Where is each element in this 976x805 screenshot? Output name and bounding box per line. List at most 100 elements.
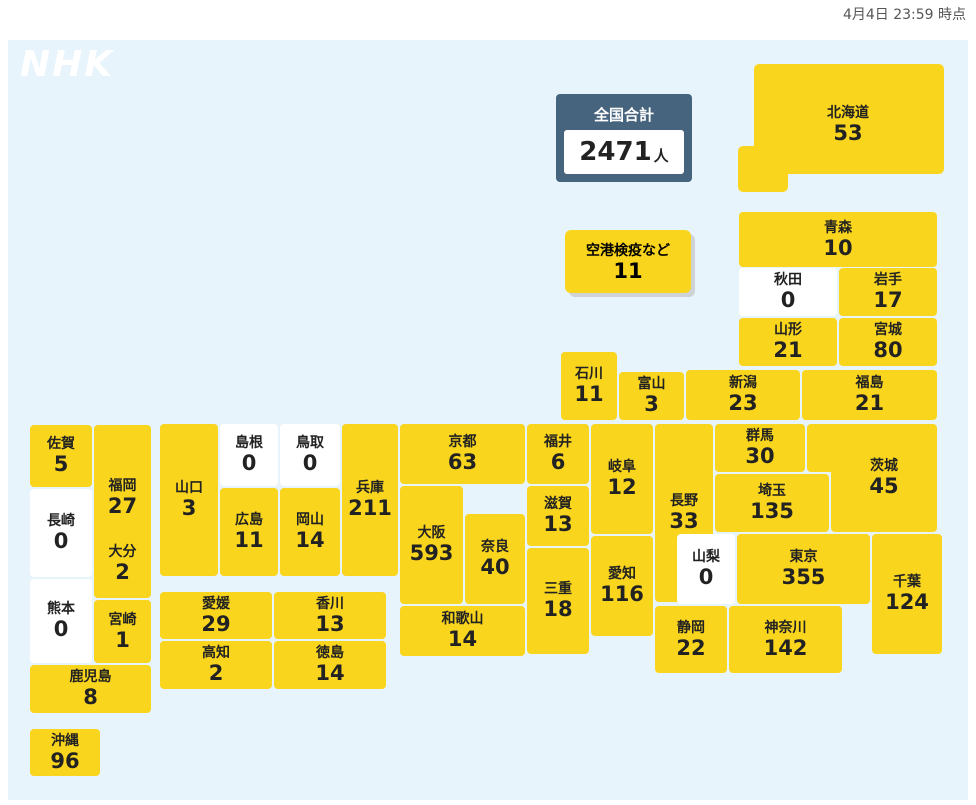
prefecture-tile[interactable]: 広島 11: [220, 488, 278, 576]
prefecture-count: 2: [115, 560, 130, 584]
prefecture-name: 愛媛: [202, 595, 230, 612]
prefecture-tile[interactable]: 岩手 17: [839, 268, 937, 316]
prefecture-name: 山形: [774, 322, 802, 338]
prefecture-tile[interactable]: 青森 10: [739, 212, 937, 267]
prefecture-tile[interactable]: 大阪 593: [400, 486, 463, 604]
prefecture-name: 鹿児島: [69, 669, 112, 685]
prefecture-name: 秋田: [774, 272, 802, 288]
prefecture-tile[interactable]: 熊本 0: [30, 579, 92, 663]
prefecture-tile[interactable]: 岡山 14: [280, 488, 340, 576]
prefecture-tile[interactable]: 秋田 0: [739, 268, 837, 316]
prefecture-count: 2: [208, 661, 224, 685]
prefecture-name: 広島: [235, 512, 263, 528]
prefecture-name: 青森: [824, 219, 852, 236]
prefecture-count: 6: [550, 450, 566, 474]
prefecture-tile[interactable]: 富山 3: [619, 372, 684, 420]
prefecture-name: 長崎: [47, 513, 75, 529]
prefecture-count: 30: [745, 444, 775, 468]
prefecture-name: 奈良: [481, 539, 509, 555]
prefecture-name: 山梨: [692, 549, 720, 565]
prefecture-tile[interactable]: 東京 355: [737, 534, 870, 604]
timestamp: 4月4日 23:59 時点: [842, 7, 966, 23]
prefecture-tile[interactable]: 山梨 0: [677, 534, 735, 604]
prefecture-count: 0: [53, 529, 69, 553]
prefecture-tile[interactable]: 愛知 116: [591, 536, 653, 636]
prefecture-count: 0: [53, 617, 69, 641]
prefecture-count: 3: [181, 496, 197, 520]
prefecture-tile[interactable]: 山口 3: [160, 424, 218, 576]
prefecture-tile[interactable]: 福島 21: [802, 370, 937, 420]
national-total-box: 2471 人: [564, 130, 684, 174]
prefecture-count: 0: [302, 451, 318, 475]
prefecture-name: 和歌山: [441, 611, 484, 627]
prefecture-tile[interactable]: 山形 21: [739, 318, 837, 366]
prefecture-tile[interactable]: 宮城 80: [839, 318, 937, 366]
prefecture-tile[interactable]: 京都 63: [400, 424, 525, 484]
prefecture-tile[interactable]: 宮崎 1: [94, 600, 151, 663]
prefecture-tile[interactable]: 鳥取 0: [280, 424, 340, 486]
prefecture-tile[interactable]: 北海道 53: [758, 70, 938, 180]
prefecture-name: 群馬: [746, 428, 774, 444]
prefecture-count: 1: [115, 627, 130, 652]
prefecture-name: 大阪: [417, 525, 446, 541]
prefecture-tile[interactable]: 兵庫 211: [342, 424, 398, 576]
airport-quarantine-name: 空港検疫など: [586, 243, 670, 259]
prefecture-name: 北海道: [827, 105, 869, 121]
prefecture-tile[interactable]: 大分 2: [94, 530, 151, 598]
prefecture-name: 京都: [448, 434, 477, 450]
prefecture-name: 三重: [544, 581, 572, 597]
prefecture-tile[interactable]: 三重 18: [527, 548, 589, 654]
prefecture-tile[interactable]: 茨城 45: [831, 424, 937, 532]
prefecture-name: 宮城: [874, 322, 902, 338]
prefecture-count: 0: [780, 288, 796, 312]
prefecture-name: 岐阜: [608, 459, 636, 475]
prefecture-count: 10: [823, 235, 853, 260]
prefecture-tile[interactable]: 和歌山 14: [400, 606, 525, 656]
prefecture-tile[interactable]: 奈良 40: [465, 514, 525, 604]
prefecture-name: 神奈川: [764, 619, 807, 636]
prefecture-tile[interactable]: 愛媛 29: [160, 592, 272, 639]
prefecture-tile[interactable]: 長野 33: [655, 424, 713, 602]
prefecture-tile[interactable]: 鹿児島 8: [30, 665, 151, 713]
prefecture-tile[interactable]: 滋賀 13: [527, 486, 589, 546]
prefecture-tile[interactable]: 長崎 0: [30, 489, 92, 577]
prefecture-count: 135: [750, 499, 794, 523]
prefecture-name: 宮崎: [108, 611, 137, 628]
prefecture-tile[interactable]: 埼玉 135: [715, 474, 829, 532]
prefecture-name: 埼玉: [758, 483, 786, 499]
prefecture-tile[interactable]: 佐賀 5: [30, 425, 92, 487]
prefecture-tile[interactable]: 徳島 14: [274, 641, 386, 689]
prefecture-tile[interactable]: 岐阜 12: [591, 424, 653, 534]
prefecture-count: 12: [607, 475, 637, 499]
prefecture-count: 21: [854, 391, 885, 415]
prefecture-count: 5: [53, 452, 69, 476]
prefecture-count: 33: [669, 509, 699, 533]
prefecture-name: 福井: [544, 434, 572, 450]
prefecture-tile[interactable]: 福井 6: [527, 424, 589, 484]
prefecture-count: 3: [644, 392, 659, 416]
prefecture-count: 14: [295, 528, 325, 552]
prefecture-tile[interactable]: 香川 13: [274, 592, 386, 639]
prefecture-name: 徳島: [316, 645, 344, 661]
prefecture-name: 大分: [108, 544, 137, 560]
prefecture-tile[interactable]: 千葉 124: [872, 534, 942, 654]
prefecture-count: 14: [447, 627, 478, 651]
prefecture-tile[interactable]: 群馬 30: [715, 424, 805, 472]
prefecture-tile[interactable]: 石川 11: [561, 352, 617, 420]
prefecture-name: 静岡: [677, 619, 705, 636]
prefecture-count: 116: [600, 582, 644, 606]
prefecture-count: 8: [83, 685, 98, 709]
prefecture-name: 香川: [316, 595, 344, 612]
prefecture-tile[interactable]: 沖縄 96: [30, 729, 100, 776]
prefecture-tile[interactable]: 新潟 23: [686, 370, 800, 420]
prefecture-count: 21: [773, 338, 803, 362]
prefecture-tile[interactable]: 島根 0: [220, 424, 278, 486]
national-total-value: 2471: [579, 137, 652, 167]
prefecture-tile[interactable]: 神奈川 142: [729, 606, 842, 673]
airport-quarantine-tile[interactable]: 空港検疫など 11: [565, 230, 691, 293]
prefecture-tile[interactable]: 静岡 22: [655, 606, 727, 673]
prefecture-name: 福岡: [108, 477, 137, 494]
prefecture-name: 東京: [789, 549, 818, 565]
prefecture-tile[interactable]: 高知 2: [160, 641, 272, 689]
prefecture-count: 142: [763, 635, 808, 660]
